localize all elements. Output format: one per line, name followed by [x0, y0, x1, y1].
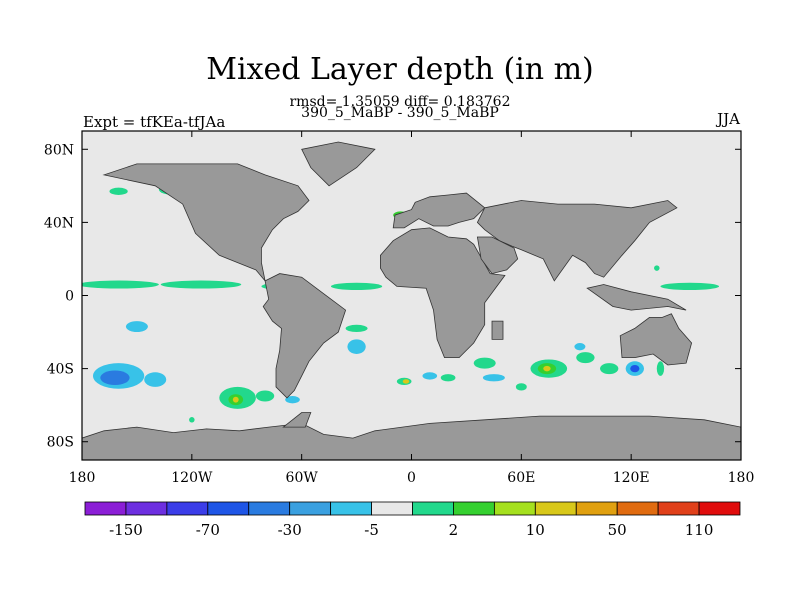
colorbar-label: 50: [608, 521, 627, 539]
colorbar-swatch: [453, 501, 495, 516]
colorbar-swatch: [616, 501, 659, 516]
anomaly-patch: [482, 374, 505, 382]
land-madagascar: [491, 320, 504, 340]
land-greenland: [301, 141, 376, 187]
land-north-america: [102, 163, 310, 282]
axis-ticks: 180 120W 60W 0 60E 120E 180 80N 40N 0 40S 80S: [44, 131, 754, 486]
colorbar-label: 110: [685, 521, 714, 539]
anomaly-patch: [402, 379, 410, 384]
land-arabia: [476, 236, 519, 275]
colorbar-swatch: [371, 501, 413, 516]
colorbar-label: 2: [449, 521, 459, 539]
colorbar-swatch: [207, 501, 250, 516]
colorbar-label: 10: [526, 521, 545, 539]
x-tick-label: 0: [407, 470, 416, 486]
chart-title: Mixed Layer depth (in m): [206, 52, 594, 87]
anomaly-patch: [347, 339, 366, 354]
chart-subtitle-experiments: 390_5_MaBP - 390_5_MaBP: [301, 105, 499, 121]
anomaly-patch: [576, 352, 595, 364]
anomaly-patch: [630, 364, 640, 373]
anomaly-patch: [255, 390, 275, 402]
anomaly-patch: [574, 343, 586, 351]
colorbar-swatch: [248, 501, 291, 516]
anomaly-patch: [125, 321, 148, 333]
anomaly-patch: [189, 417, 195, 423]
colorbar-swatch: [657, 501, 700, 516]
anomaly-patch: [109, 187, 128, 195]
anomaly-patch: [660, 282, 720, 291]
colorbar-label: -30: [278, 521, 302, 539]
anomaly-patch: [82, 280, 159, 289]
colorbar-swatch: [125, 501, 168, 516]
season-label: JJA: [717, 110, 740, 128]
y-tick-label: 0: [65, 289, 74, 305]
colorbar-label: -70: [196, 521, 220, 539]
colorbar-swatch: [330, 501, 372, 516]
colorbar-label: -150: [109, 521, 143, 539]
anomaly-patch: [232, 396, 239, 403]
colorbar-swatch: [493, 501, 536, 516]
land-maritime-continent: [586, 284, 687, 311]
anomaly-patch: [345, 324, 368, 333]
experiment-label: Expt = tfKEa-tfJAa: [83, 113, 226, 131]
anomaly-patch: [440, 374, 456, 382]
y-tick-label: 40N: [44, 215, 74, 231]
y-tick-label: 80N: [44, 142, 74, 158]
colorbar-swatch: [289, 501, 332, 516]
anomaly-patch: [160, 280, 242, 289]
anomaly-patch: [654, 265, 660, 271]
colorbar: -150 -70 -30 -5 2 10 50 110: [84, 501, 741, 539]
colorbar-swatch: [166, 501, 209, 516]
land-antarctica: [82, 415, 741, 460]
x-tick-label: 180: [69, 470, 96, 486]
anomaly-patch: [473, 357, 496, 369]
y-tick-label: 40S: [47, 362, 74, 378]
x-tick-label: 180: [728, 470, 755, 486]
colorbar-swatch: [412, 501, 454, 516]
colorbar-swatch: [575, 501, 618, 516]
colorbar-swatch: [84, 501, 127, 516]
land-south-america: [262, 273, 347, 399]
anomaly-patch: [600, 363, 619, 375]
anomaly-patch: [422, 372, 438, 380]
anomaly-patch: [515, 383, 527, 391]
x-tick-label: 120E: [613, 470, 650, 486]
anomaly-patch: [285, 396, 300, 404]
x-tick-label: 120W: [171, 470, 213, 486]
land-asia: [476, 200, 678, 282]
chart-subtitle-rmsd: rmsd= 1.35059 diff= 0.183762: [289, 94, 511, 110]
land-australia: [619, 313, 693, 366]
colorbar-swatch: [534, 501, 577, 516]
land-weddell-notch: [282, 412, 312, 428]
colorbar-label: -5: [364, 521, 379, 539]
y-tick-label: 80S: [47, 435, 74, 451]
anomaly-patch: [144, 372, 167, 387]
anomaly-patch: [100, 370, 130, 386]
x-tick-label: 60W: [286, 470, 319, 486]
colorbar-swatch: [698, 501, 741, 516]
land-layer: [82, 141, 741, 460]
land-africa: [379, 227, 506, 359]
anomaly-patch: [543, 365, 551, 372]
anomaly-patch: [330, 282, 383, 291]
x-tick-label: 60E: [507, 470, 535, 486]
anomaly-patch: [656, 361, 665, 376]
